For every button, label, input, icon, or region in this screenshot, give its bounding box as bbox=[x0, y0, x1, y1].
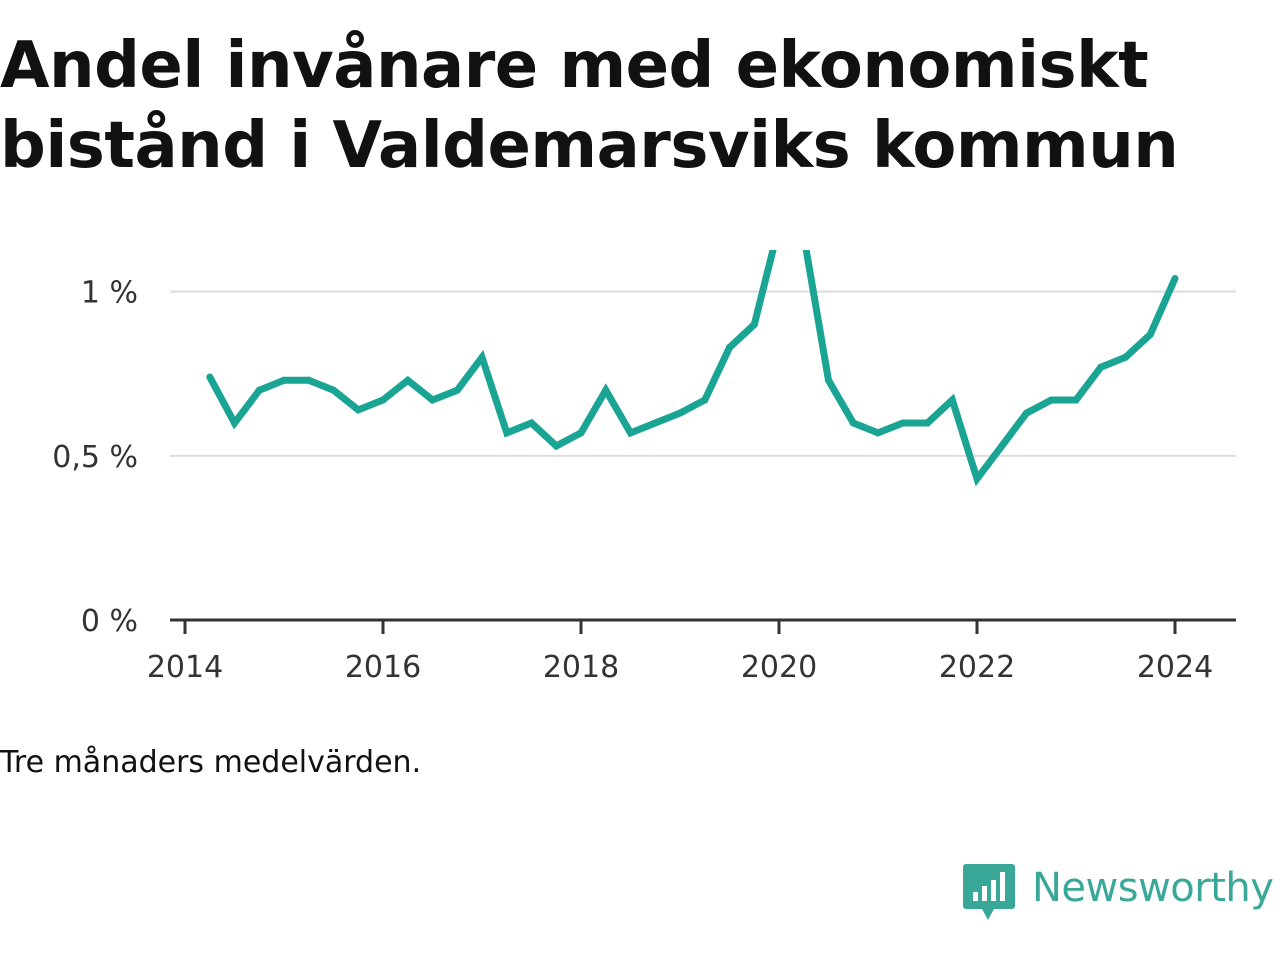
x-tick-label: 2014 bbox=[147, 650, 223, 685]
data-point bbox=[627, 429, 634, 437]
data-point bbox=[1097, 363, 1105, 371]
data-point bbox=[255, 386, 263, 394]
data-point bbox=[305, 376, 313, 384]
data-point bbox=[528, 419, 535, 427]
chart-title: Andel invånare med ekonomiskt bistånd i … bbox=[0, 29, 1179, 183]
data-point bbox=[206, 373, 214, 381]
data-point bbox=[354, 406, 362, 414]
data-point bbox=[552, 442, 560, 450]
x-tick-label: 2020 bbox=[741, 650, 817, 685]
bar-chart-speech-bubble-icon bbox=[963, 864, 1015, 920]
data-point bbox=[602, 386, 610, 394]
data-point bbox=[726, 344, 733, 351]
data-point bbox=[231, 419, 238, 427]
data-point bbox=[1122, 353, 1129, 361]
y-axis-labels: 0 % 0,5 % 1 % bbox=[52, 276, 138, 639]
y-tick-label: 0 % bbox=[81, 604, 138, 639]
data-point bbox=[825, 376, 832, 384]
data-point bbox=[1047, 396, 1055, 404]
data-point bbox=[453, 386, 461, 394]
data-point bbox=[1072, 396, 1080, 404]
data-point bbox=[651, 419, 659, 427]
brand[interactable]: Newsworthy bbox=[962, 862, 1274, 928]
data-point bbox=[330, 386, 337, 394]
series-layer bbox=[206, 250, 1179, 487]
data-point bbox=[1023, 409, 1030, 417]
data-point bbox=[701, 396, 709, 404]
data-point bbox=[478, 353, 486, 361]
data-point bbox=[676, 409, 684, 417]
x-tick-label: 2018 bbox=[543, 650, 619, 685]
data-point bbox=[924, 419, 931, 427]
data-point bbox=[404, 376, 412, 384]
series-line bbox=[206, 250, 1179, 487]
x-axis bbox=[170, 618, 1236, 634]
data-point bbox=[1146, 330, 1154, 338]
data-point bbox=[998, 442, 1006, 450]
data-point bbox=[973, 475, 981, 483]
y-tick-label: 1 % bbox=[81, 276, 138, 311]
data-point bbox=[379, 396, 387, 404]
data-point bbox=[1171, 275, 1179, 282]
data-point bbox=[750, 321, 758, 328]
data-point bbox=[577, 429, 585, 437]
grid-lines bbox=[170, 290, 1236, 457]
data-point bbox=[503, 429, 511, 437]
brand-name: Newsworthy bbox=[1032, 865, 1274, 911]
x-axis-labels: 2014 2016 2018 2020 2022 2024 bbox=[147, 650, 1213, 685]
data-point bbox=[849, 419, 857, 427]
x-tick-label: 2016 bbox=[345, 650, 421, 685]
data-point bbox=[899, 419, 907, 427]
y-tick-label: 0,5 % bbox=[52, 440, 138, 475]
data-point bbox=[948, 396, 956, 404]
data-point bbox=[429, 396, 436, 404]
data-point bbox=[280, 376, 288, 384]
x-tick-label: 2022 bbox=[939, 650, 1015, 685]
chart-note: Tre månaders medelvärden. bbox=[0, 745, 422, 780]
data-point bbox=[874, 429, 882, 437]
x-tick-label: 2024 bbox=[1137, 650, 1213, 685]
line-chart: 0 % 0,5 % 1 % 2014 2016 2018 2020 2022 2024 bbox=[52, 250, 1236, 685]
